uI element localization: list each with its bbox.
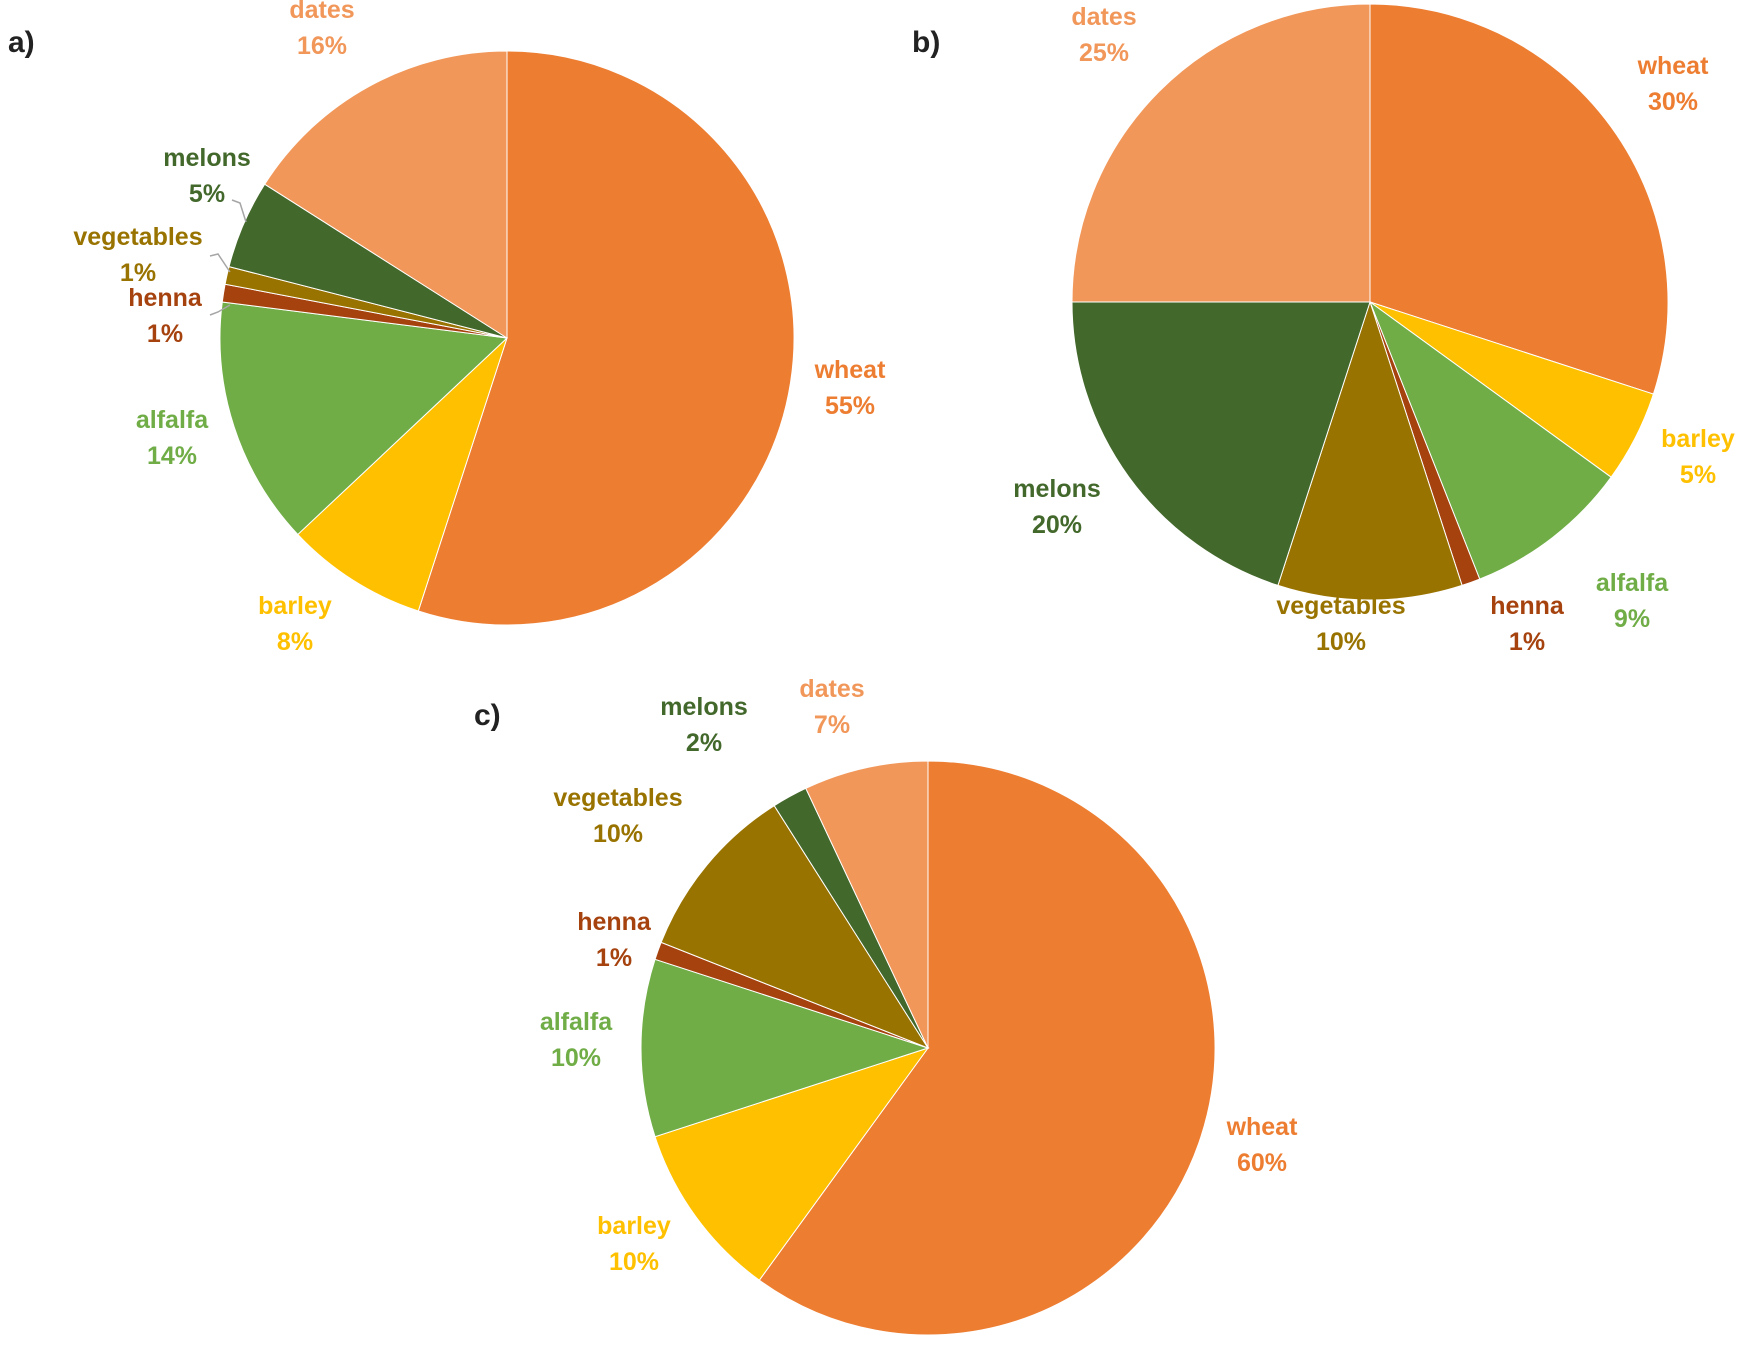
slice-label-barley: barley 5% bbox=[1661, 425, 1735, 489]
slice-name: wheat bbox=[814, 356, 887, 384]
slice-percent: 10% bbox=[1316, 628, 1366, 656]
slice-percent: 25% bbox=[1079, 39, 1129, 67]
slice-percent: 1% bbox=[596, 944, 632, 972]
slice-label-alfalfa: alfalfa 9% bbox=[1596, 569, 1669, 633]
slice-label-vegetables: vegetables 1% bbox=[73, 223, 202, 287]
slice-percent: 55% bbox=[825, 392, 875, 420]
slice-name: melons bbox=[163, 144, 251, 172]
slice-percent: 16% bbox=[297, 32, 347, 60]
slice-percent: 1% bbox=[1509, 628, 1545, 656]
slice-label-alfalfa: alfalfa 14% bbox=[136, 406, 209, 470]
slice-name: wheat bbox=[1637, 52, 1710, 80]
pie-slice-alfalfa bbox=[219, 301, 509, 536]
slice-label-wheat: wheat 60% bbox=[1226, 1113, 1299, 1177]
leader-line-vegetables bbox=[209, 253, 231, 273]
slice-name: melons bbox=[1013, 475, 1101, 503]
slice-percent: 5% bbox=[1680, 461, 1716, 489]
slice-percent: 10% bbox=[551, 1044, 601, 1072]
slice-label-dates: dates 16% bbox=[289, 0, 354, 60]
slice-percent: 10% bbox=[609, 1248, 659, 1276]
slice-name: alfalfa bbox=[540, 1008, 613, 1036]
slice-label-melons: melons 2% bbox=[660, 693, 748, 757]
pie-slice-alfalfa bbox=[1368, 300, 1612, 580]
slice-name: henna bbox=[577, 908, 652, 936]
pie-slice-wheat bbox=[417, 50, 795, 626]
slice-label-alfalfa: alfalfa 10% bbox=[540, 1008, 613, 1072]
slice-percent: 20% bbox=[1032, 511, 1082, 539]
slice-percent: 30% bbox=[1648, 88, 1698, 116]
pie-slice-dates bbox=[805, 760, 929, 1049]
slice-label-henna: henna 1% bbox=[1490, 592, 1565, 656]
pie-chart-2: wheat 30% barley 5% alfalfa 9% henna 1% vegetabl… bbox=[912, 3, 1735, 656]
slice-label-vegetables: vegetables 10% bbox=[1276, 592, 1405, 656]
slice-percent: 1% bbox=[120, 259, 156, 287]
pie-slice-vegetables bbox=[1277, 300, 1463, 601]
leader-line-henna bbox=[209, 304, 231, 316]
pie-slice-dates bbox=[263, 50, 508, 339]
pie-slice-wheat bbox=[758, 760, 1216, 1336]
pie-slice-barley bbox=[297, 337, 508, 612]
panel-label: a) bbox=[8, 26, 35, 59]
slice-name: dates bbox=[799, 675, 864, 703]
slice-name: vegetables bbox=[1276, 592, 1405, 620]
pie-slice-wheat bbox=[1369, 3, 1669, 395]
slice-name: henna bbox=[128, 284, 203, 312]
slice-label-barley: barley 10% bbox=[597, 1212, 671, 1276]
slice-name: vegetables bbox=[73, 223, 202, 251]
panel-label: c) bbox=[474, 699, 501, 732]
slice-label-henna: henna 1% bbox=[577, 908, 652, 972]
slice-label-dates: dates 7% bbox=[799, 675, 864, 739]
slice-percent: 8% bbox=[277, 628, 313, 656]
slice-label-melons: melons 20% bbox=[1013, 475, 1101, 539]
slice-percent: 9% bbox=[1614, 605, 1650, 633]
slice-name: barley bbox=[258, 592, 332, 620]
slice-label-wheat: wheat 30% bbox=[1637, 52, 1710, 116]
slice-name: vegetables bbox=[553, 784, 682, 812]
pie-slice-vegetables bbox=[660, 804, 930, 1050]
pie-slice-alfalfa bbox=[640, 958, 930, 1138]
pie-slice-barley bbox=[654, 1047, 930, 1281]
pie-slice-dates bbox=[1071, 3, 1371, 303]
slice-percent: 5% bbox=[189, 180, 225, 208]
slice-percent: 10% bbox=[593, 820, 643, 848]
slice-percent: 60% bbox=[1237, 1149, 1287, 1177]
slice-label-wheat: wheat 55% bbox=[814, 356, 887, 420]
slice-name: dates bbox=[289, 0, 354, 24]
slice-label-henna: henna 1% bbox=[128, 284, 203, 348]
panel-label: b) bbox=[912, 26, 940, 59]
slice-name: alfalfa bbox=[1596, 569, 1669, 597]
pie-chart-3: wheat 60% barley 10% alfalfa 10% henna 1% vegeta… bbox=[474, 675, 1299, 1336]
slice-name: dates bbox=[1071, 3, 1136, 31]
slice-name: barley bbox=[1661, 425, 1735, 453]
slice-label-vegetables: vegetables 10% bbox=[553, 784, 682, 848]
pie-slice-melons bbox=[1071, 301, 1371, 587]
leader-line-melons bbox=[231, 199, 247, 223]
slice-name: barley bbox=[597, 1212, 671, 1240]
slice-label-dates: dates 25% bbox=[1071, 3, 1136, 67]
slice-name: wheat bbox=[1226, 1113, 1299, 1141]
slice-percent: 1% bbox=[147, 320, 183, 348]
slice-name: henna bbox=[1490, 592, 1565, 620]
slice-label-barley: barley 8% bbox=[258, 592, 332, 656]
slice-percent: 7% bbox=[814, 711, 850, 739]
slice-percent: 14% bbox=[147, 442, 197, 470]
slice-name: melons bbox=[660, 693, 748, 721]
slice-name: alfalfa bbox=[136, 406, 209, 434]
slice-label-melons: melons 5% bbox=[163, 144, 251, 208]
pie-chart-1: wheat 55%barley 8%alfalfa 14%henna 1%vegetab… bbox=[8, 0, 886, 656]
slice-percent: 2% bbox=[686, 729, 722, 757]
